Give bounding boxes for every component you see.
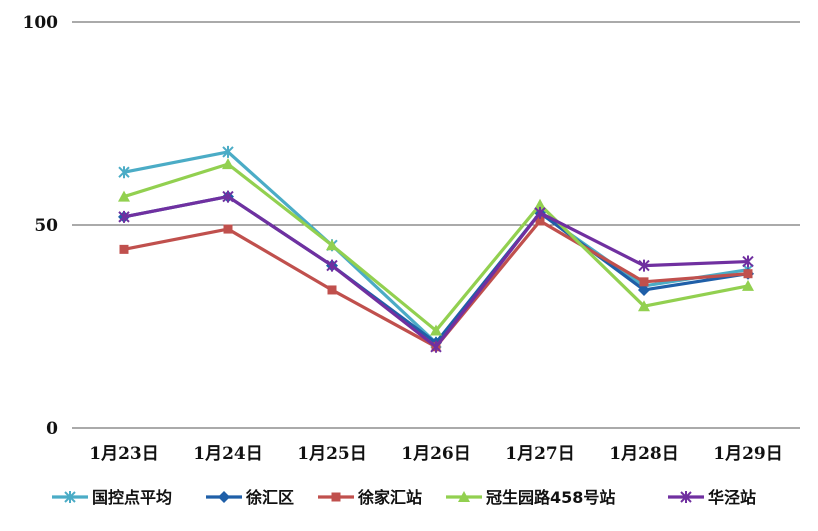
legend-item: 冠生园路458号站 <box>446 488 615 507</box>
data-point <box>118 210 130 223</box>
data-point <box>534 206 546 219</box>
data-point <box>430 324 442 336</box>
legend-label: 国控点平均 <box>92 488 172 507</box>
series-line <box>123 194 749 345</box>
series-layer <box>118 145 754 353</box>
x-axis-ticks: 1月23日 1月24日 1月25日 1月26日 1月27日 1月28日 1月29日 <box>89 444 783 464</box>
data-point <box>742 255 754 268</box>
legend-label: 徐家汇站 <box>357 488 422 507</box>
data-point <box>534 198 546 210</box>
data-point <box>326 239 338 251</box>
data-point <box>222 145 234 158</box>
legend-marker <box>680 491 692 503</box>
series-line <box>123 194 749 349</box>
data-point <box>639 277 649 287</box>
y-axis-ticks: 0 50 100 <box>23 13 59 439</box>
legend-marker <box>64 491 76 503</box>
legend-marker <box>218 491 230 503</box>
data-point <box>638 300 650 312</box>
x-tick-label: 1月24日 <box>193 444 263 464</box>
data-point <box>742 279 754 291</box>
y-tick-label: 50 <box>34 216 58 236</box>
data-point <box>638 283 650 296</box>
x-tick-label: 1月29日 <box>713 444 783 464</box>
data-point <box>430 340 442 353</box>
legend-label: 徐汇区 <box>245 488 294 507</box>
legend-item: 徐汇区 <box>206 488 294 507</box>
x-tick-label: 1月26日 <box>401 444 471 464</box>
y-tick-label: 100 <box>23 13 59 33</box>
legend: 国控点平均 徐汇区 徐家汇站 冠生园路458号站 华泾站 <box>52 488 756 507</box>
data-point <box>223 224 233 234</box>
legend-label: 冠生园路458号站 <box>486 488 615 507</box>
legend-item: 徐家汇站 <box>318 488 422 507</box>
data-point <box>327 285 337 295</box>
series-1 <box>118 145 754 349</box>
legend-marker <box>331 492 341 502</box>
legend-item: 国控点平均 <box>52 488 172 507</box>
series-line <box>123 150 749 345</box>
series-line <box>123 162 749 333</box>
y-tick-label: 0 <box>46 419 58 439</box>
legend-marker <box>458 491 470 502</box>
grid-layer <box>72 21 800 429</box>
data-point <box>118 190 130 202</box>
data-point <box>638 259 650 272</box>
series-4 <box>118 158 754 336</box>
legend-label: 华泾站 <box>708 488 756 507</box>
x-tick-label: 1月28日 <box>609 444 679 464</box>
x-tick-label: 1月27日 <box>505 444 575 464</box>
data-point <box>326 259 338 272</box>
data-point <box>118 166 130 179</box>
data-point <box>222 158 234 170</box>
data-point <box>119 244 129 254</box>
data-point <box>222 190 234 203</box>
series-5 <box>118 190 754 353</box>
x-tick-label: 1月25日 <box>297 444 367 464</box>
legend-item: 华泾站 <box>668 488 756 507</box>
x-tick-label: 1月23日 <box>89 444 159 464</box>
data-point <box>743 269 753 279</box>
data-point <box>535 216 545 226</box>
